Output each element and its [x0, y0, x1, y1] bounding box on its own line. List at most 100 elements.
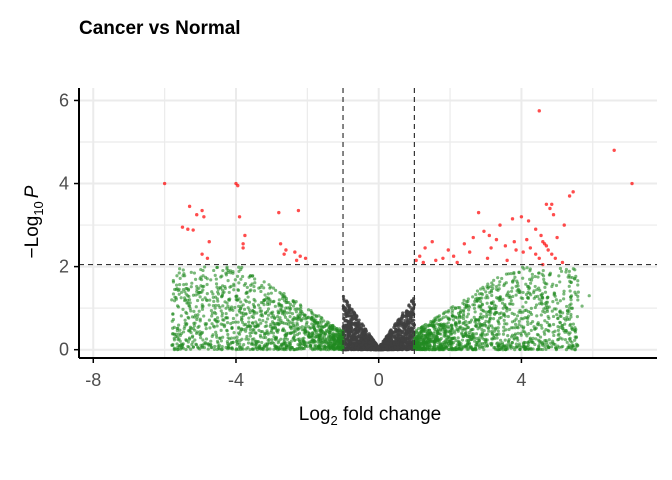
point-log2fc [528, 291, 532, 295]
point-log2fc [314, 335, 318, 339]
point-log2fc [540, 326, 544, 330]
point-log2fc [208, 326, 212, 330]
point-log2fc [266, 292, 270, 296]
point-log2fc [201, 268, 205, 273]
point-log2fc [548, 324, 552, 328]
point-significant [186, 227, 190, 231]
point-log2fc [260, 329, 265, 334]
point-log2fc [329, 329, 333, 333]
point-log2fc [248, 327, 252, 332]
point-log2fc [265, 330, 270, 335]
point-log2fc [543, 319, 547, 323]
point-log2fc [235, 294, 239, 298]
point-log2fc [450, 342, 454, 347]
point-log2fc [210, 345, 214, 350]
point-log2fc [567, 284, 571, 288]
point-log2fc [255, 311, 259, 315]
point-log2fc [246, 341, 251, 345]
point-log2fc [200, 307, 205, 311]
point-ns [397, 332, 401, 336]
point-log2fc [310, 338, 314, 342]
point-log2fc [509, 289, 514, 293]
point-log2fc [539, 299, 543, 303]
point-log2fc [214, 333, 219, 337]
point-log2fc [198, 333, 203, 337]
point-log2fc [292, 300, 296, 304]
point-log2fc [450, 324, 454, 328]
point-log2fc [259, 301, 263, 305]
point-ns [399, 316, 403, 320]
point-log2fc [521, 290, 525, 295]
point-log2fc [509, 302, 513, 306]
point-log2fc [214, 303, 218, 308]
point-log2fc [194, 342, 198, 346]
point-ns [408, 337, 412, 342]
point-ns [407, 311, 412, 315]
point-log2fc [567, 306, 571, 310]
point-log2fc [467, 320, 471, 325]
point-log2fc [496, 276, 500, 280]
point-log2fc [556, 301, 560, 305]
point-log2fc [211, 295, 215, 300]
point-ns [399, 342, 403, 346]
point-log2fc [551, 342, 556, 346]
point-log2fc [235, 313, 239, 317]
point-log2fc [556, 328, 560, 332]
point-log2fc [569, 312, 573, 317]
point-ns [381, 347, 385, 351]
point-log2fc [499, 338, 503, 342]
point-ns [361, 328, 366, 332]
point-log2fc [518, 290, 522, 295]
point-log2fc [475, 341, 479, 345]
point-log2fc [573, 328, 577, 333]
point-log2fc [453, 315, 457, 319]
point-log2fc [424, 336, 428, 340]
point-log2fc [248, 334, 252, 338]
point-significant [451, 254, 456, 258]
point-log2fc [485, 301, 489, 305]
point-log2fc [324, 328, 329, 333]
point-log2fc [264, 342, 268, 346]
point-log2fc [241, 314, 245, 318]
point-ns [397, 318, 401, 322]
point-log2fc [567, 337, 571, 341]
point-log2fc [491, 337, 495, 341]
point-log2fc [206, 347, 210, 351]
point-log2fc [499, 298, 503, 302]
point-log2fc [462, 309, 466, 314]
point-log2fc [215, 320, 219, 324]
point-log2fc [415, 336, 419, 340]
point-log2fc [252, 289, 257, 293]
point-log2fc [170, 298, 174, 302]
point-log2fc [334, 332, 339, 336]
point-log2fc [191, 345, 195, 349]
point-log2fc [538, 335, 543, 339]
point-log2fc [441, 315, 445, 320]
point-log2fc [564, 328, 568, 333]
point-ns [359, 337, 363, 342]
point-ns [395, 330, 399, 334]
point-significant [542, 242, 547, 246]
point-log2fc [422, 347, 426, 351]
point-log2fc [303, 332, 307, 336]
point-log2fc [432, 340, 436, 344]
point-log2fc [298, 303, 303, 307]
point-log2fc [558, 321, 563, 325]
point-log2fc [193, 277, 198, 282]
point-significant [528, 246, 533, 250]
point-log2fc [484, 319, 488, 323]
point-log2fc [291, 318, 295, 322]
point-log2fc [512, 270, 516, 275]
point-significant [550, 202, 554, 207]
point-log2fc [254, 339, 258, 343]
point-log2fc [242, 283, 246, 287]
point-log2fc [298, 315, 302, 319]
point-log2fc [280, 297, 284, 301]
point-log2fc [556, 316, 560, 320]
point-log2fc [221, 268, 225, 273]
point-log2fc [319, 339, 323, 343]
point-log2fc [477, 292, 482, 296]
point-log2fc [525, 320, 530, 324]
point-significant [441, 256, 445, 261]
point-log2fc [509, 346, 513, 350]
